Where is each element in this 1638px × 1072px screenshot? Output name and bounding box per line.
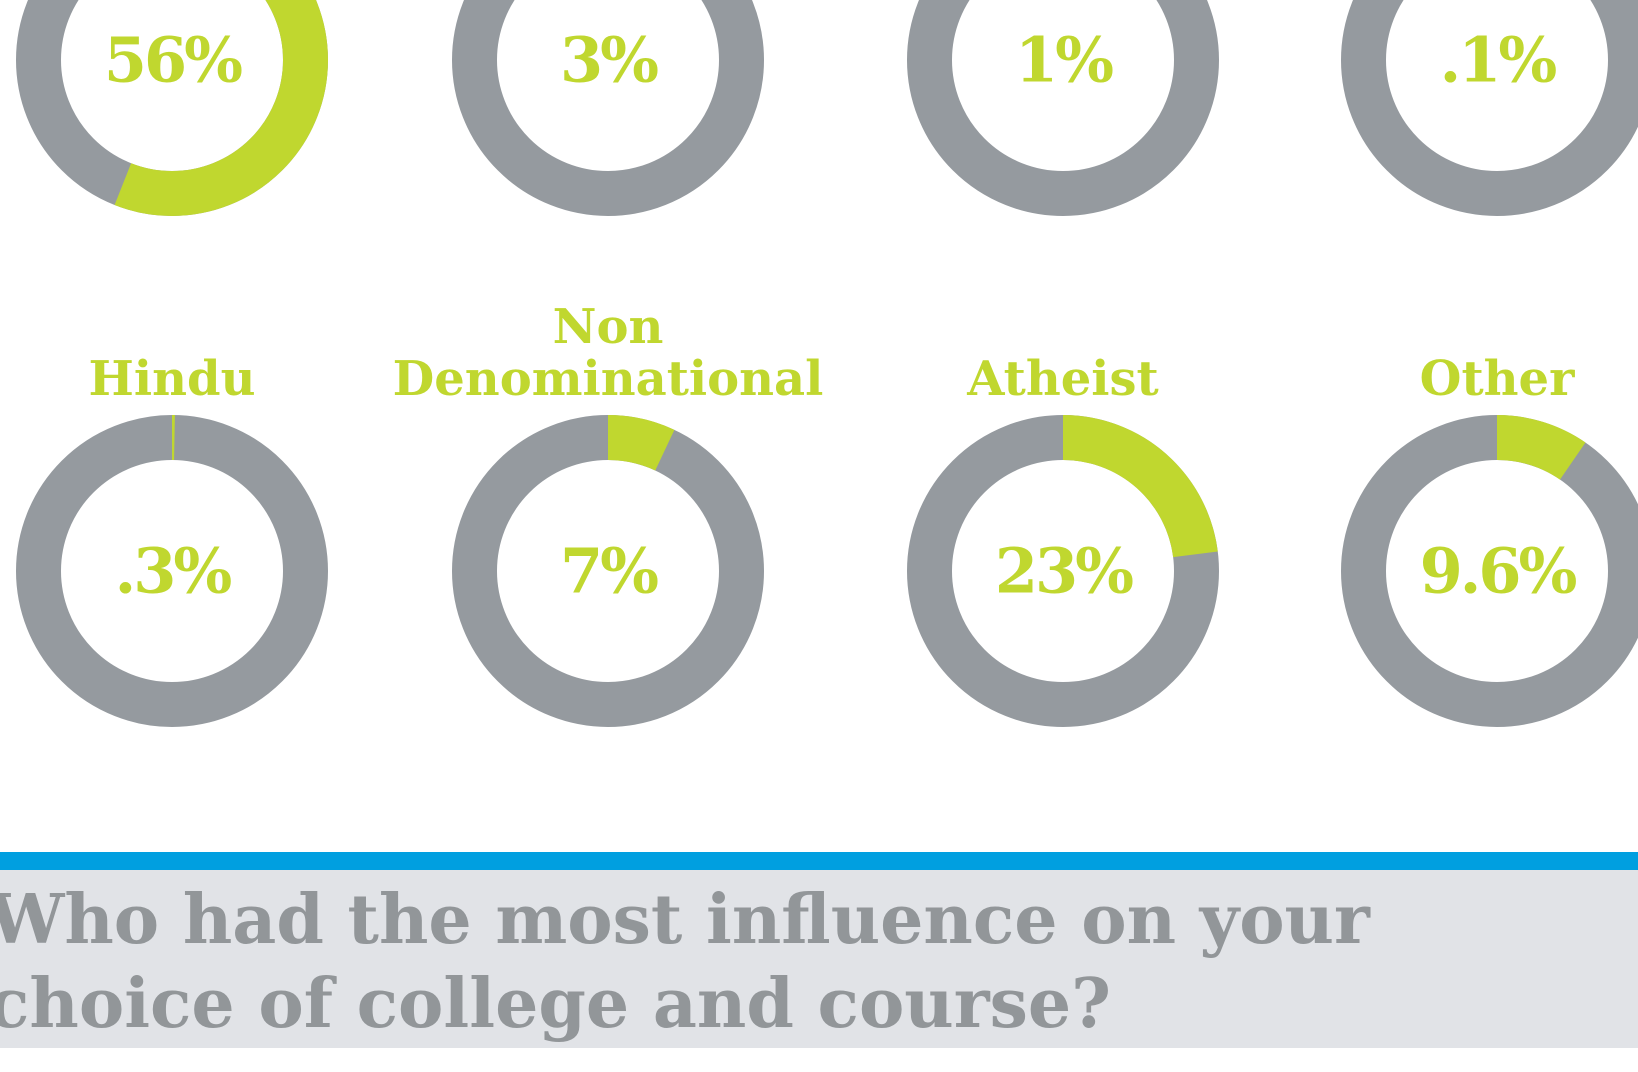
donut-arc xyxy=(1341,415,1638,727)
chart-title: Other xyxy=(1419,351,1575,407)
chart-title: Hindu xyxy=(88,351,256,407)
donut-arc xyxy=(16,415,328,727)
value-label: 7% xyxy=(560,535,658,608)
value-label: 9.6% xyxy=(1420,535,1577,608)
donut-arc xyxy=(16,0,328,216)
donut-grid: 56% 3% 1% .1% .3% 7% 23% 9.6% xyxy=(16,0,1638,727)
section-banner: Who had the most influence on your choic… xyxy=(0,870,1638,1048)
divider xyxy=(0,852,1638,870)
donut-arc xyxy=(907,415,1219,727)
value-label: .1% xyxy=(1440,24,1557,97)
value-label: 1% xyxy=(1015,24,1113,97)
donut-track xyxy=(452,0,764,216)
chart-title: Non Denominational xyxy=(392,299,824,407)
donut-track xyxy=(907,0,1219,216)
value-label: 56% xyxy=(104,24,242,97)
value-label: 3% xyxy=(560,24,658,97)
donut-arc xyxy=(452,415,764,727)
chart-title: Atheist xyxy=(967,351,1159,407)
donut-track xyxy=(1341,0,1638,216)
value-label: 23% xyxy=(995,535,1133,608)
value-label: .3% xyxy=(115,535,232,608)
section-heading: Who had the most influence on your choic… xyxy=(0,880,1370,1044)
